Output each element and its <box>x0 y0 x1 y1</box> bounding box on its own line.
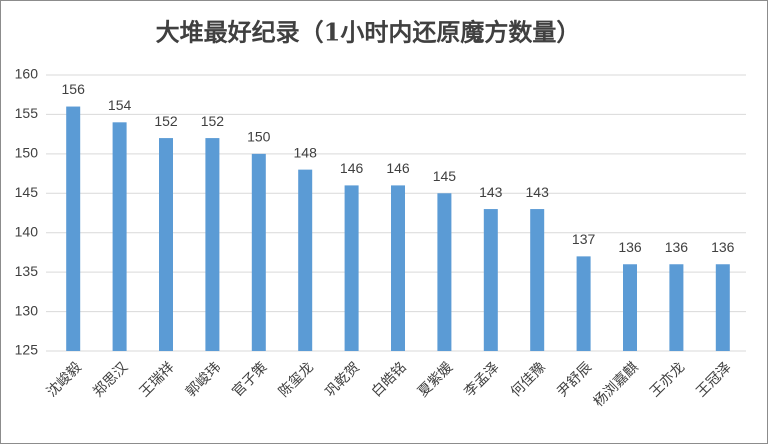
data-label: 154 <box>108 97 132 113</box>
bar <box>205 138 220 351</box>
data-label: 146 <box>386 160 410 176</box>
bar <box>530 209 545 351</box>
y-tick-label: 130 <box>15 302 39 318</box>
data-label: 152 <box>154 113 178 129</box>
y-tick-label: 125 <box>15 342 39 358</box>
data-label: 152 <box>201 113 225 129</box>
y-tick-label: 150 <box>15 145 39 161</box>
data-label: 143 <box>479 184 503 200</box>
bar <box>251 153 266 351</box>
y-tick-label: 135 <box>15 263 39 279</box>
data-label: 136 <box>618 239 642 255</box>
data-label: 150 <box>247 129 271 145</box>
bar <box>112 122 127 351</box>
bar <box>344 185 359 351</box>
bar <box>66 106 81 352</box>
bar <box>483 209 498 351</box>
bar <box>576 256 591 351</box>
bar <box>391 185 405 351</box>
y-tick-label: 145 <box>15 184 39 200</box>
y-tick-label: 155 <box>15 105 39 121</box>
data-label: 137 <box>572 231 596 247</box>
bar <box>298 169 313 351</box>
bar <box>437 193 452 351</box>
data-label: 136 <box>665 239 689 255</box>
bar <box>669 264 684 351</box>
data-label: 136 <box>711 239 735 255</box>
bar <box>623 264 637 351</box>
y-tick-label: 160 <box>15 66 39 82</box>
data-label: 145 <box>433 168 457 184</box>
bar <box>159 138 173 351</box>
data-label: 146 <box>340 160 364 176</box>
bar <box>715 264 730 351</box>
y-tick-label: 140 <box>15 223 39 239</box>
data-label: 156 <box>62 81 86 97</box>
chart-title: 大堆最好纪录（1小时内还原魔方数量） <box>156 18 581 47</box>
data-label: 143 <box>526 184 550 200</box>
data-label: 148 <box>294 144 318 160</box>
